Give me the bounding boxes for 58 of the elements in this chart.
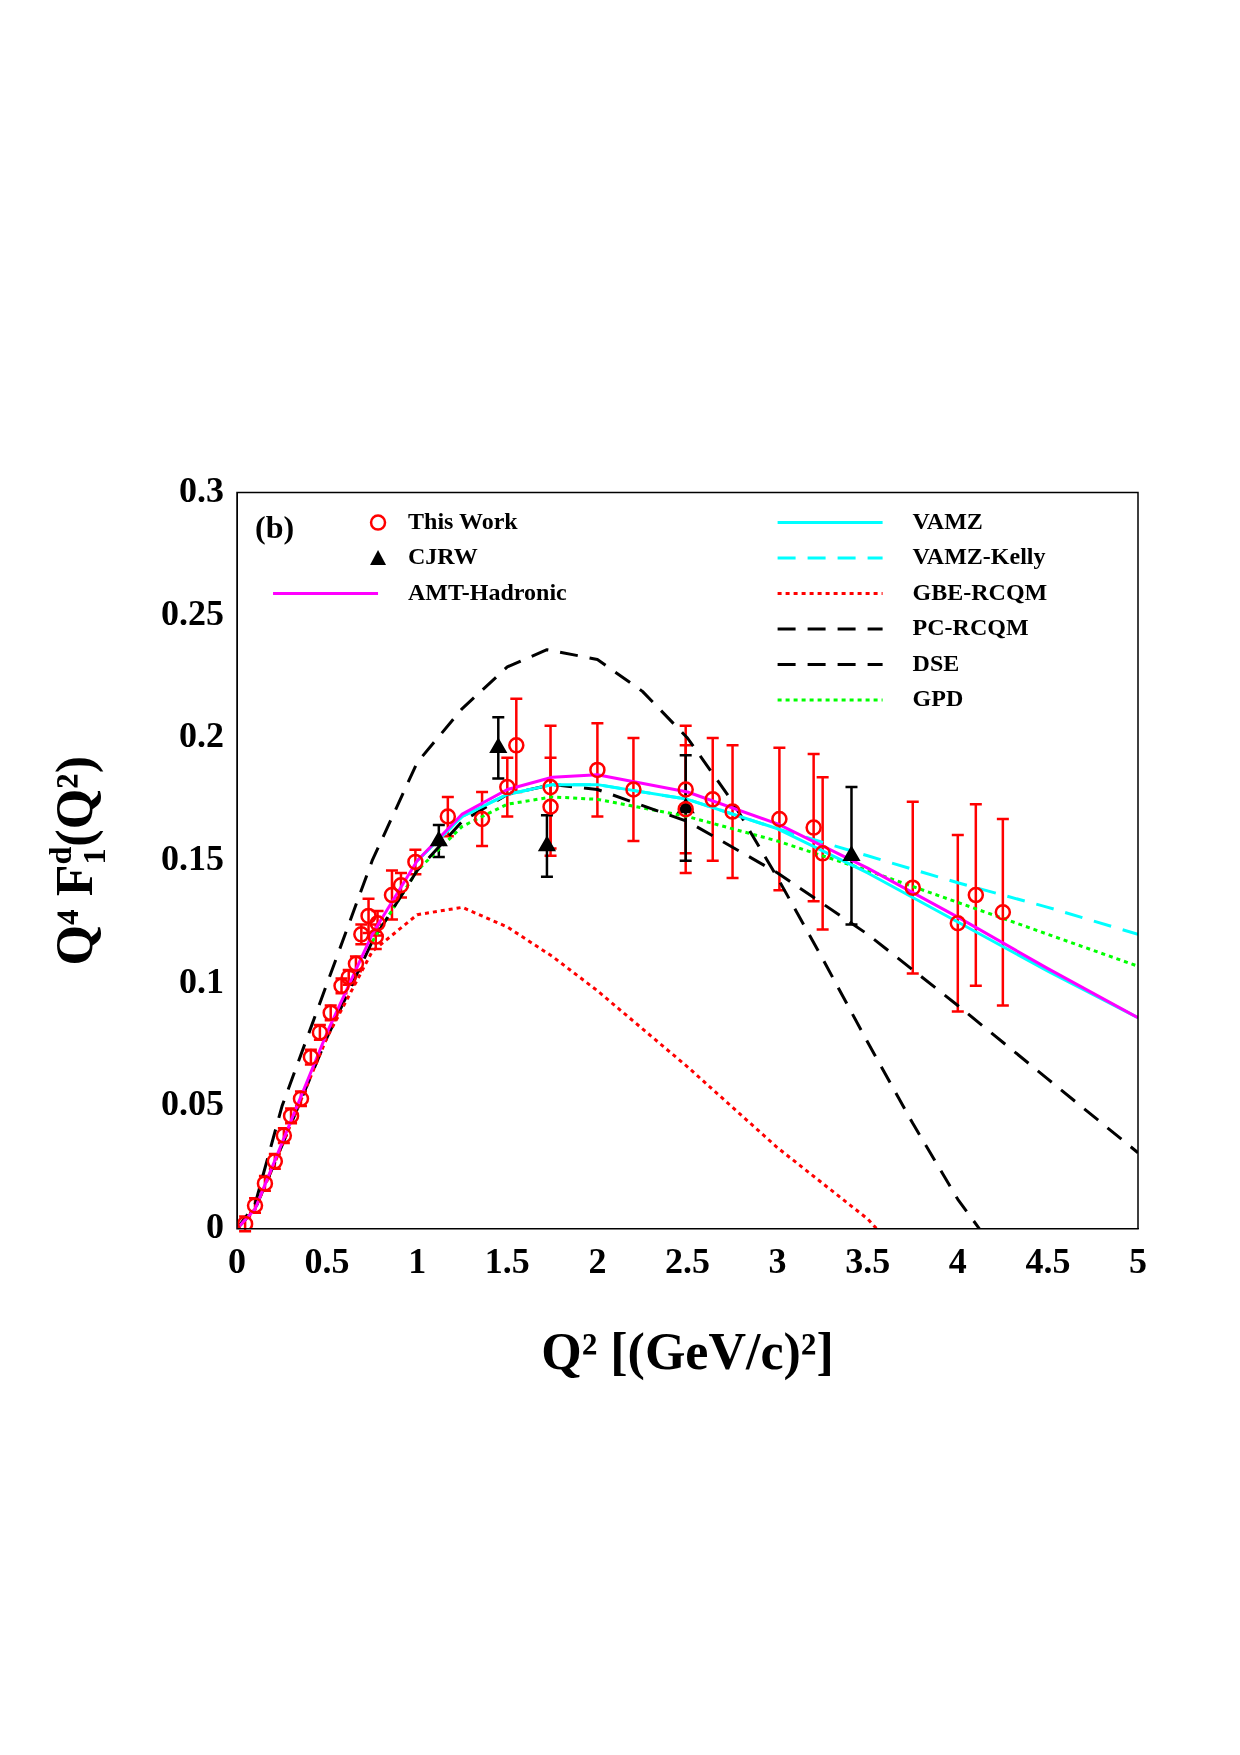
y-tick-label: 0.3 (179, 469, 224, 510)
point (360, 907, 377, 925)
point (994, 903, 1012, 921)
point (805, 819, 822, 836)
point (771, 810, 788, 828)
point (814, 845, 831, 862)
y-tick-label: 0.2 (179, 715, 224, 756)
x-tick-label: 1.5 (484, 1240, 530, 1281)
y-tick-label: 0.1 (179, 960, 224, 1001)
point (724, 803, 741, 820)
x-axis-title: Q² [(GeV/c)²] (541, 1322, 834, 1381)
point (542, 798, 559, 815)
point (967, 886, 985, 904)
point (677, 800, 694, 818)
y-tick-label: 0 (206, 1206, 224, 1247)
point (383, 886, 401, 904)
point (392, 876, 410, 894)
point (367, 928, 384, 946)
legend-label: GBE-RCQM (912, 578, 1048, 605)
y-axis-title: Q⁴ F1d(Q²) (42, 756, 112, 966)
legend-label: This Work (408, 507, 519, 534)
point (843, 846, 860, 862)
point (473, 810, 491, 828)
x-tick-label: 4 (948, 1240, 967, 1281)
y-tick-label: 0.15 (161, 838, 224, 878)
point (490, 738, 507, 754)
point (369, 915, 386, 932)
x-tick-label: 2.5 (665, 1240, 710, 1281)
x-tick-label: 3 (768, 1240, 787, 1281)
legend-label: CJRW (408, 543, 478, 570)
legend-label: GPD (912, 685, 964, 712)
legend-label: DSE (912, 649, 960, 676)
annotation: (b) (255, 508, 295, 545)
point (407, 853, 424, 871)
legend-label: PC-RCQM (912, 614, 1029, 641)
point (904, 879, 921, 896)
x-tick-label: 0.5 (304, 1240, 350, 1281)
y-tick-label: 0.25 (161, 592, 224, 633)
x-tick-label: 4.5 (1025, 1240, 1071, 1281)
legend-label: VAMZ-Kelly (912, 543, 1046, 570)
point (508, 737, 525, 754)
y-tick-label: 0.05 (161, 1083, 224, 1124)
point (677, 781, 694, 798)
x-tick-label: 5 (1129, 1240, 1147, 1281)
legend-label: VAMZ (912, 507, 983, 534)
point (538, 836, 556, 852)
point (439, 808, 457, 825)
point (625, 781, 642, 798)
point (499, 778, 516, 796)
x-tick-label: 2 (588, 1240, 607, 1281)
point (542, 778, 559, 796)
x-tick-label: 1 (408, 1240, 427, 1281)
point (704, 791, 721, 808)
point (430, 831, 447, 847)
point (949, 915, 967, 932)
point (589, 761, 606, 779)
x-tick-label: 3.5 (845, 1240, 891, 1281)
legend-label: AMT-Hadronic (408, 578, 568, 605)
